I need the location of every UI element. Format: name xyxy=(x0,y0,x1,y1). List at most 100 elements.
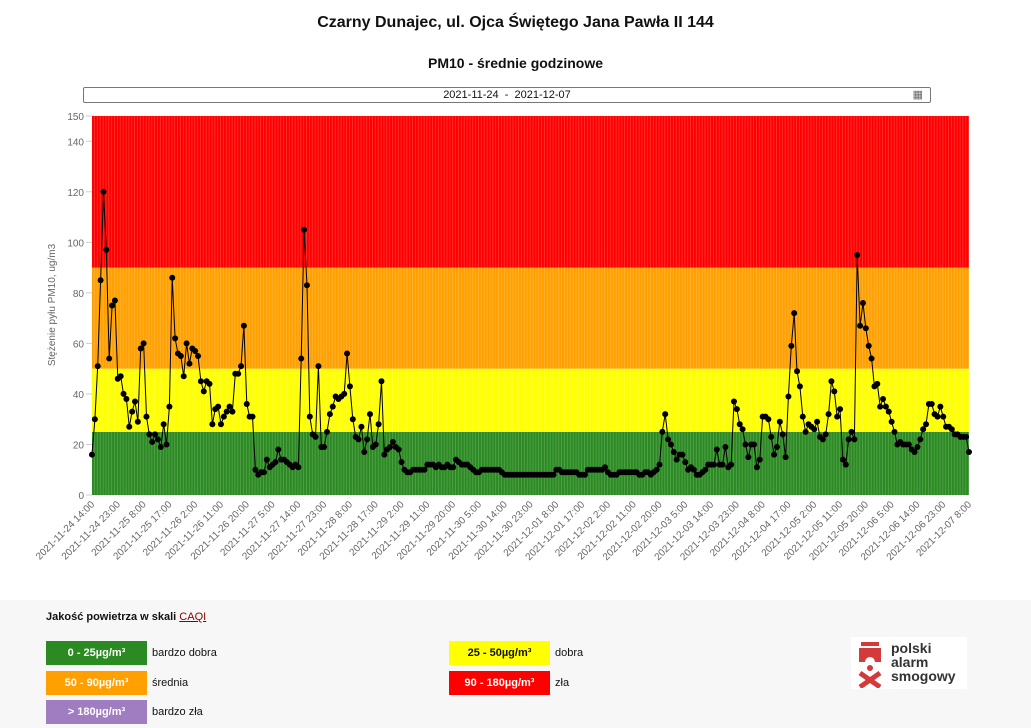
data-point[interactable] xyxy=(200,388,207,395)
data-point[interactable] xyxy=(129,408,136,415)
data-point[interactable] xyxy=(779,431,786,438)
data-point[interactable] xyxy=(154,436,161,443)
data-point[interactable] xyxy=(89,451,95,458)
data-point[interactable] xyxy=(917,436,924,443)
data-point[interactable] xyxy=(854,251,861,258)
data-point[interactable] xyxy=(220,413,227,420)
data-point[interactable] xyxy=(905,441,912,448)
data-point[interactable] xyxy=(389,438,396,445)
data-point[interactable] xyxy=(160,421,167,428)
data-point[interactable] xyxy=(361,449,368,456)
data-point[interactable] xyxy=(656,461,663,468)
data-point[interactable] xyxy=(771,451,778,458)
data-point[interactable] xyxy=(117,373,124,380)
data-point[interactable] xyxy=(819,436,826,443)
data-point[interactable] xyxy=(934,413,941,420)
data-point[interactable] xyxy=(679,451,686,458)
data-point[interactable] xyxy=(822,431,829,438)
data-point[interactable] xyxy=(920,426,927,433)
data-point[interactable] xyxy=(197,378,204,385)
data-point[interactable] xyxy=(739,426,746,433)
data-point[interactable] xyxy=(324,428,331,435)
data-point[interactable] xyxy=(275,446,282,453)
data-point[interactable] xyxy=(966,449,972,456)
data-point[interactable] xyxy=(814,418,821,425)
data-point[interactable] xyxy=(94,363,101,370)
data-point[interactable] xyxy=(131,398,138,405)
data-point[interactable] xyxy=(229,408,236,415)
data-point[interactable] xyxy=(381,451,388,458)
data-point[interactable] xyxy=(733,406,740,413)
data-point[interactable] xyxy=(137,345,144,352)
data-point[interactable] xyxy=(97,277,104,284)
data-point[interactable] xyxy=(126,423,133,430)
data-point[interactable] xyxy=(252,466,259,473)
data-point[interactable] xyxy=(172,335,179,342)
date-range-picker[interactable]: 2021-11-24 - 2021-12-07 ▦ xyxy=(83,87,931,103)
data-point[interactable] xyxy=(163,441,170,448)
data-point[interactable] xyxy=(796,383,803,390)
data-point[interactable] xyxy=(682,459,689,466)
data-point[interactable] xyxy=(842,461,849,468)
data-point[interactable] xyxy=(728,461,735,468)
data-point[interactable] xyxy=(722,443,729,450)
data-point[interactable] xyxy=(186,360,193,367)
data-point[interactable] xyxy=(713,446,720,453)
data-point[interactable] xyxy=(736,421,743,428)
data-point[interactable] xyxy=(209,421,216,428)
data-point[interactable] xyxy=(134,418,141,425)
data-point[interactable] xyxy=(395,446,402,453)
data-point[interactable] xyxy=(106,355,113,362)
data-point[interactable] xyxy=(865,342,872,349)
data-point[interactable] xyxy=(937,403,944,410)
data-point[interactable] xyxy=(295,464,302,471)
data-point[interactable] xyxy=(874,380,881,387)
data-point[interactable] xyxy=(581,471,588,478)
data-point[interactable] xyxy=(100,188,107,195)
data-point[interactable] xyxy=(149,438,156,445)
data-point[interactable] xyxy=(851,436,858,443)
data-point[interactable] xyxy=(862,325,869,332)
data-point[interactable] xyxy=(387,443,394,450)
data-point[interactable] xyxy=(602,464,609,471)
data-point[interactable] xyxy=(773,443,780,450)
data-point[interactable] xyxy=(839,456,846,463)
data-point[interactable] xyxy=(848,428,855,435)
data-point[interactable] xyxy=(753,464,760,471)
data-point[interactable] xyxy=(303,282,310,289)
data-point[interactable] xyxy=(880,395,887,402)
data-point[interactable] xyxy=(662,411,669,418)
data-point[interactable] xyxy=(375,421,382,428)
data-point[interactable] xyxy=(845,436,852,443)
data-point[interactable] xyxy=(238,363,245,370)
data-point[interactable] xyxy=(166,403,173,410)
data-point[interactable] xyxy=(378,378,385,385)
data-point[interactable] xyxy=(321,443,328,450)
data-point[interactable] xyxy=(940,413,947,420)
data-point[interactable] xyxy=(742,441,749,448)
data-point[interactable] xyxy=(103,246,110,253)
data-point[interactable] xyxy=(152,431,159,438)
data-point[interactable] xyxy=(260,469,267,476)
data-point[interactable] xyxy=(828,378,835,385)
data-point[interactable] xyxy=(120,390,127,397)
data-point[interactable] xyxy=(859,299,866,306)
data-point[interactable] xyxy=(811,426,818,433)
data-point[interactable] xyxy=(834,413,841,420)
data-point[interactable] xyxy=(367,411,374,418)
data-point[interactable] xyxy=(183,340,190,347)
data-point[interactable] xyxy=(217,421,224,428)
data-point[interactable] xyxy=(831,388,838,395)
data-point[interactable] xyxy=(263,456,270,463)
data-point[interactable] xyxy=(776,418,783,425)
data-point[interactable] xyxy=(768,433,775,440)
data-point[interactable] xyxy=(730,398,737,405)
data-point[interactable] xyxy=(667,441,674,448)
data-point[interactable] xyxy=(364,436,371,443)
data-point[interactable] xyxy=(719,461,726,468)
data-point[interactable] xyxy=(765,416,772,423)
data-point[interactable] xyxy=(450,464,457,471)
data-point[interactable] xyxy=(911,449,918,456)
data-point[interactable] xyxy=(243,401,250,408)
data-point[interactable] xyxy=(788,342,795,349)
